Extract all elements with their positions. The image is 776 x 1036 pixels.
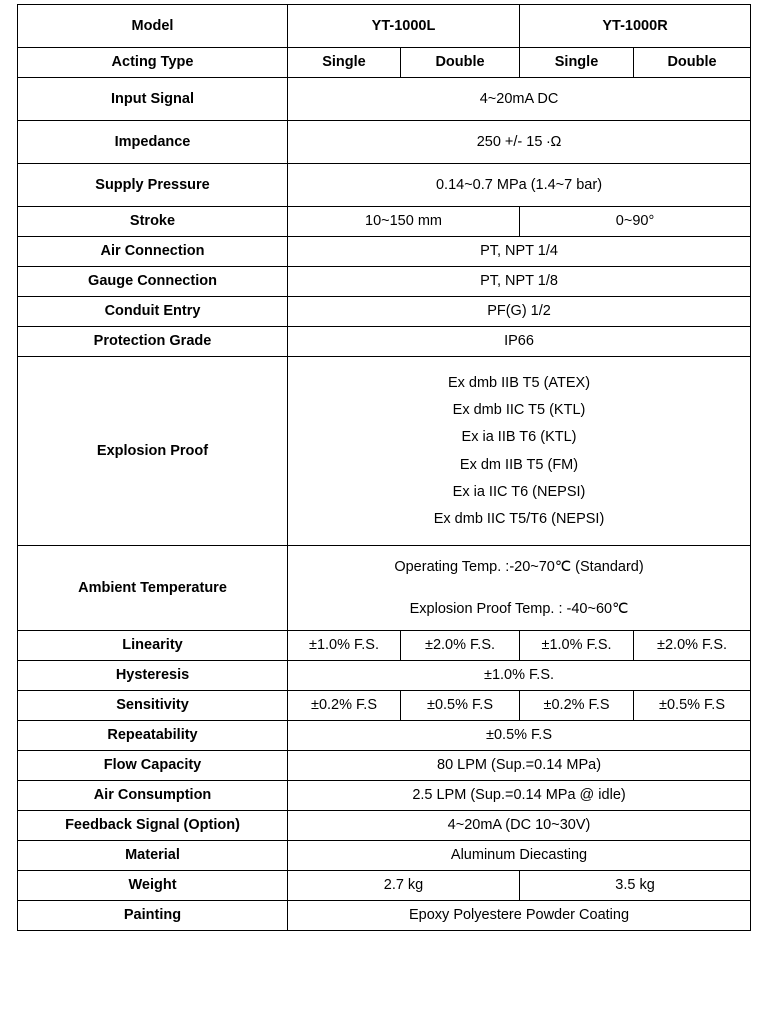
acting-right-single: Single [519, 47, 635, 78]
value-material: Aluminum Diecasting [286, 840, 752, 871]
row-label-impedance: Impedance [17, 120, 288, 164]
value-weight-left: 2.7 kg [286, 870, 521, 901]
table-row-protection-grade: Protection Grade IP66 [17, 326, 752, 357]
row-label-weight: Weight [17, 870, 288, 901]
table-row-sensitivity: Sensitivity ±0.2% F.S ±0.5% F.S ±0.2% F.… [17, 690, 752, 721]
table-row-repeatability: Repeatability ±0.5% F.S [17, 720, 752, 751]
row-label-stroke: Stroke [17, 206, 288, 237]
value-weight-right: 3.5 kg [519, 870, 752, 901]
value-sensitivity-left-double: ±0.5% F.S [399, 690, 521, 721]
ambient-temperature-line: Explosion Proof Temp. : -40~60℃ [409, 601, 629, 617]
row-label-material: Material [17, 840, 288, 871]
table-row-explosion-proof: Explosion Proof Ex dmb IIB T5 (ATEX) Ex … [17, 356, 752, 546]
value-sensitivity-left-single: ±0.2% F.S [287, 690, 401, 721]
row-label-ambient-temperature: Ambient Temperature [17, 545, 288, 631]
table-row-conduit-entry: Conduit Entry PF(G) 1/2 [17, 296, 752, 327]
row-label-model: Model [17, 4, 288, 48]
row-label-feedback-signal: Feedback Signal (Option) [17, 810, 288, 841]
table-row-ambient-temperature: Ambient Temperature Operating Temp. :-20… [17, 545, 752, 631]
value-sensitivity-right-double: ±0.5% F.S [633, 690, 752, 721]
value-flow-capacity: 80 LPM (Sup.=0.14 MPa) [286, 750, 752, 781]
value-explosion-proof: Ex dmb IIB T5 (ATEX) Ex dmb IIC T5 (KTL)… [286, 356, 752, 546]
value-sensitivity-right-single: ±0.2% F.S [519, 690, 635, 721]
ambient-temperature-line: Operating Temp. :-20~70℃ (Standard) [394, 558, 644, 575]
acting-left-single: Single [287, 47, 401, 78]
table-row-input-signal: Input Signal 4~20mA DC [17, 77, 752, 121]
value-linearity-left-double: ±2.0% F.S. [399, 630, 521, 661]
row-label-acting-type: Acting Type [17, 47, 288, 78]
value-hysteresis: ±1.0% F.S. [286, 660, 752, 691]
row-label-painting: Painting [17, 900, 288, 931]
specification-table: Model YT-1000L YT-1000R Acting Type Sing… [17, 4, 752, 931]
acting-left-double: Double [399, 47, 521, 78]
row-label-conduit-entry: Conduit Entry [17, 296, 288, 327]
explosion-proof-line: Ex dmb IIC T5 (KTL) [452, 402, 586, 419]
value-linearity-right-double: ±2.0% F.S. [633, 630, 752, 661]
table-row-acting-type: Acting Type Single Double Single Double [17, 47, 752, 78]
row-label-gauge-connection: Gauge Connection [17, 266, 288, 297]
row-label-hysteresis: Hysteresis [17, 660, 288, 691]
table-row-stroke: Stroke 10~150 mm 0~90° [17, 206, 752, 237]
value-ambient-temperature: Operating Temp. :-20~70℃ (Standard) Expl… [286, 545, 752, 631]
value-input-signal: 4~20mA DC [286, 77, 752, 121]
explosion-proof-line: Ex dmb IIC T5/T6 (NEPSI) [433, 510, 605, 527]
explosion-proof-line: Ex ia IIC T6 (NEPSI) [452, 483, 586, 500]
row-label-supply-pressure: Supply Pressure [17, 163, 288, 207]
value-linearity-right-single: ±1.0% F.S. [519, 630, 635, 661]
ambient-temperature-list: Operating Temp. :-20~70℃ (Standard) Expl… [290, 558, 748, 618]
row-label-protection-grade: Protection Grade [17, 326, 288, 357]
table-row-flow-capacity: Flow Capacity 80 LPM (Sup.=0.14 MPa) [17, 750, 752, 781]
value-stroke-left: 10~150 mm [286, 206, 521, 237]
value-air-connection: PT, NPT 1/4 [286, 236, 752, 267]
acting-right-double: Double [633, 47, 752, 78]
row-label-sensitivity: Sensitivity [17, 690, 288, 721]
row-label-air-consumption: Air Consumption [17, 780, 288, 811]
table-row-gauge-connection: Gauge Connection PT, NPT 1/8 [17, 266, 752, 297]
table-row-model: Model YT-1000L YT-1000R [17, 4, 752, 48]
explosion-proof-line: Ex dmb IIB T5 (ATEX) [447, 375, 591, 392]
row-label-repeatability: Repeatability [17, 720, 288, 751]
value-impedance: 250 +/- 15 ·Ω [286, 120, 752, 164]
table-row-weight: Weight 2.7 kg 3.5 kg [17, 870, 752, 901]
table-row-hysteresis: Hysteresis ±1.0% F.S. [17, 660, 752, 691]
value-repeatability: ±0.5% F.S [286, 720, 752, 751]
table-row-feedback-signal: Feedback Signal (Option) 4~20mA (DC 10~3… [17, 810, 752, 841]
explosion-proof-list: Ex dmb IIB T5 (ATEX) Ex dmb IIC T5 (KTL)… [290, 374, 748, 528]
value-feedback-signal: 4~20mA (DC 10~30V) [286, 810, 752, 841]
table-row-impedance: Impedance 250 +/- 15 ·Ω [17, 120, 752, 164]
value-supply-pressure: 0.14~0.7 MPa (1.4~7 bar) [286, 163, 752, 207]
table-row-supply-pressure: Supply Pressure 0.14~0.7 MPa (1.4~7 bar) [17, 163, 752, 207]
value-gauge-connection: PT, NPT 1/8 [286, 266, 752, 297]
value-stroke-right: 0~90° [519, 206, 752, 237]
table-row-painting: Painting Epoxy Polyestere Powder Coating [17, 900, 752, 931]
table-row-air-consumption: Air Consumption 2.5 LPM (Sup.=0.14 MPa @… [17, 780, 752, 811]
table-row-air-connection: Air Connection PT, NPT 1/4 [17, 236, 752, 267]
model-yt1000l: YT-1000L [286, 4, 521, 48]
explosion-proof-line: Ex dm IIB T5 (FM) [459, 456, 579, 473]
value-linearity-left-single: ±1.0% F.S. [287, 630, 401, 661]
model-yt1000r: YT-1000R [519, 4, 752, 48]
table-row-material: Material Aluminum Diecasting [17, 840, 752, 871]
table-row-linearity: Linearity ±1.0% F.S. ±2.0% F.S. ±1.0% F.… [17, 630, 752, 661]
value-protection-grade: IP66 [286, 326, 752, 357]
row-label-air-connection: Air Connection [17, 236, 288, 267]
row-label-linearity: Linearity [17, 630, 288, 661]
row-label-flow-capacity: Flow Capacity [17, 750, 288, 781]
row-label-input-signal: Input Signal [17, 77, 288, 121]
row-label-explosion-proof: Explosion Proof [17, 356, 288, 546]
value-painting: Epoxy Polyestere Powder Coating [286, 900, 752, 931]
explosion-proof-line: Ex ia IIB T6 (KTL) [461, 429, 577, 446]
value-air-consumption: 2.5 LPM (Sup.=0.14 MPa @ idle) [286, 780, 752, 811]
value-conduit-entry: PF(G) 1/2 [286, 296, 752, 327]
